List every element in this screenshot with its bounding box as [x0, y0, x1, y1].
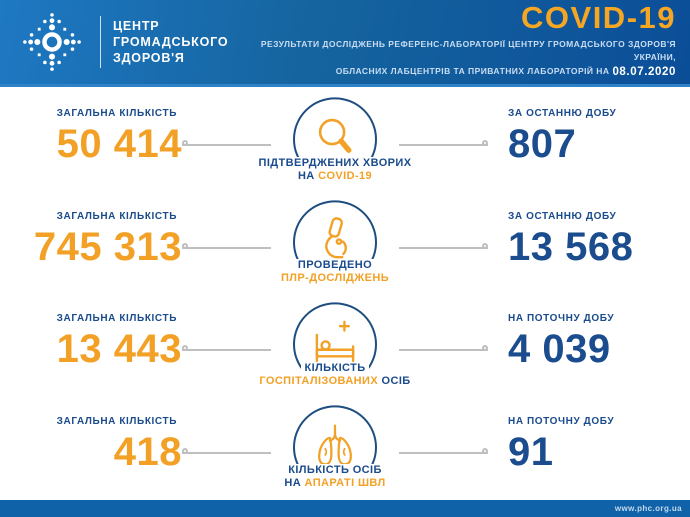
stat-row-confirmed: ЗАГАЛЬНА КІЛЬКІСТЬ 50 414 ПІДТВЕРДЖЕНИХ …: [0, 90, 690, 193]
report-date: 08.07.2020: [612, 66, 676, 79]
daily-label: ЗА ОСТАННЮ ДОБУ: [508, 108, 617, 120]
daily-stat: НА ПОТОЧНУ ДОБУ 91: [488, 416, 690, 472]
connector-dot: [182, 345, 188, 352]
icon-caption: КІЛЬКІСТЬ ОСІБ НА АПАРАТІ ШВЛ: [210, 464, 460, 491]
magnifier-icon: [318, 119, 352, 154]
connector-dot: [182, 242, 188, 249]
page-title: COVID-19: [521, 0, 676, 35]
caption-line2-blue: НА: [284, 477, 305, 490]
subtitle-line2: ОБЛАСНИХ ЛАБЦЕНТРІВ ТА ПРИВАТНИХ ЛАБОРАТ…: [228, 64, 676, 82]
daily-value: 91: [508, 429, 554, 474]
caption-line2-orange: COVID-19: [318, 169, 373, 182]
subtitle-line1: РЕЗУЛЬТАТИ ДОСЛІДЖЕНЬ РЕФЕРЕНС-ЛАБОРАТОР…: [260, 38, 676, 63]
header-subtitle: РЕЗУЛЬТАТИ ДОСЛІДЖЕНЬ РЕФЕРЕНС-ЛАБОРАТОР…: [228, 38, 676, 82]
stats-area: ЗАГАЛЬНА КІЛЬКІСТЬ 50 414 ПІДТВЕРДЖЕНИХ …: [0, 87, 690, 500]
total-value: 418: [113, 429, 182, 474]
daily-label: ЗА ОСТАННЮ ДОБУ: [508, 210, 617, 222]
connector-line: [182, 447, 271, 454]
stat-row-hospitalized: ЗАГАЛЬНА КІЛЬКІСТЬ 13 443: [0, 295, 690, 398]
total-value: 13 443: [56, 327, 182, 372]
lungs-icon: [318, 424, 352, 466]
caption-line2-orange: ПЛР-ДОСЛІДЖЕНЬ: [280, 272, 390, 285]
icon-caption: ПІДТВЕРДЖЕНИХ ХВОРИХ НА COVID-19: [210, 156, 460, 183]
total-stat: ЗАГАЛЬНА КІЛЬКІСТЬ 418: [0, 416, 182, 472]
total-label: ЗАГАЛЬНА КІЛЬКІСТЬ: [56, 210, 177, 222]
connector-dot: [482, 140, 488, 147]
org-name-line2: ГРОМАДСЬКОГО: [112, 34, 229, 49]
connector-line: [182, 345, 271, 352]
header-right: COVID-19 РЕЗУЛЬТАТИ ДОСЛІДЖЕНЬ РЕФЕРЕНС-…: [228, 2, 690, 82]
connector-line: [399, 140, 488, 147]
icon-caption: КІЛЬКІСТЬ ГОСПІТАЛІЗОВАНИХ ОСІБ: [210, 361, 460, 388]
icon-block: ПІДТВЕРДЖЕНИХ ХВОРИХ НА COVID-19: [255, 90, 415, 193]
caption-line1: КІЛЬКІСТЬ: [304, 361, 366, 374]
caption-line1: ПІДТВЕРДЖЕНИХ ХВОРИХ: [258, 156, 412, 169]
org-name: ЦЕНТР ГРОМАДСЬКОГО ЗДОРОВ'Я: [113, 18, 228, 67]
org-name-line3: ЗДОРОВ'Я: [112, 51, 185, 66]
total-label: ЗАГАЛЬНА КІЛЬКІСТЬ: [56, 415, 177, 427]
icon-caption: ПРОВЕДЕНО ПЛР-ДОСЛІДЖЕНЬ: [210, 259, 460, 286]
website-url: www.phc.org.ua: [614, 504, 682, 513]
footer-bar: www.phc.org.ua: [0, 500, 690, 517]
total-stat: ЗАГАЛЬНА КІЛЬКІСТЬ 50 414: [0, 108, 182, 164]
caption-line2-blue: НА: [297, 169, 319, 182]
hospital-bed-icon: [315, 320, 355, 363]
daily-label: НА ПОТОЧНУ ДОБУ: [508, 415, 615, 427]
total-stat: ЗАГАЛЬНА КІЛЬКІСТЬ 13 443: [0, 313, 182, 369]
total-label: ЗАГАЛЬНА КІЛЬКІСТЬ: [56, 108, 177, 120]
daily-stat: ЗА ОСТАННЮ ДОБУ 807: [488, 108, 690, 164]
stat-row-pcr-tests: ЗАГАЛЬНА КІЛЬКІСТЬ 745 313: [0, 193, 690, 296]
total-value: 745 313: [33, 224, 182, 269]
icon-block: КІЛЬКІСТЬ ГОСПІТАЛІЗОВАНИХ ОСІБ: [256, 295, 414, 398]
connector-dot: [182, 447, 188, 454]
total-stat: ЗАГАЛЬНА КІЛЬКІСТЬ 745 313: [0, 211, 182, 267]
total-label: ЗАГАЛЬНА КІЛЬКІСТЬ: [56, 313, 177, 325]
daily-label: НА ПОТОЧНУ ДОБУ: [508, 313, 615, 325]
connector-dot: [182, 140, 188, 147]
caption-line2-suffix: ОСІБ: [378, 374, 411, 387]
connector-line: [182, 140, 271, 147]
connector-dot: [482, 242, 488, 249]
stat-row-ventilators: ЗАГАЛЬНА КІЛЬКІСТЬ 418: [0, 398, 690, 501]
connector-line: [399, 345, 488, 352]
daily-value: 13 568: [508, 224, 634, 269]
caption-line2-orange: ГОСПІТАЛІЗОВАНИХ: [259, 374, 379, 387]
caption-line1: КІЛЬКІСТЬ ОСІБ: [288, 464, 382, 477]
caption-line1: ПРОВЕДЕНО: [297, 259, 373, 272]
daily-stat: ЗА ОСТАННЮ ДОБУ 13 568: [488, 211, 690, 267]
phc-dotted-logo-icon: [23, 13, 81, 71]
total-value: 50 414: [56, 122, 182, 167]
header-banner: ЦЕНТР ГРОМАДСЬКОГО ЗДОРОВ'Я COVID-19 РЕЗ…: [0, 0, 690, 84]
connector-line: [399, 242, 488, 249]
icon-block: КІЛЬКІСТЬ ОСІБ НА АПАРАТІ ШВЛ: [271, 398, 399, 501]
daily-value: 807: [508, 122, 577, 167]
daily-stat: НА ПОТОЧНУ ДОБУ 4 039: [488, 313, 690, 369]
connector-dot: [482, 345, 488, 352]
org-name-line1: ЦЕНТР: [112, 18, 160, 33]
icon-block: ПРОВЕДЕНО ПЛР-ДОСЛІДЖЕНЬ: [271, 193, 399, 296]
subtitle-line2-text: ОБЛАСНИХ ЛАБЦЕНТРІВ ТА ПРИВАТНИХ ЛАБОРАТ…: [335, 66, 610, 77]
connector-line: [182, 242, 271, 249]
header-divider: [100, 16, 101, 68]
daily-value: 4 039: [508, 327, 611, 372]
header-accent-strip: [0, 84, 690, 87]
connector-dot: [482, 447, 488, 454]
caption-line2-orange: АПАРАТІ ШВЛ: [304, 477, 386, 490]
connector-line: [399, 447, 488, 454]
